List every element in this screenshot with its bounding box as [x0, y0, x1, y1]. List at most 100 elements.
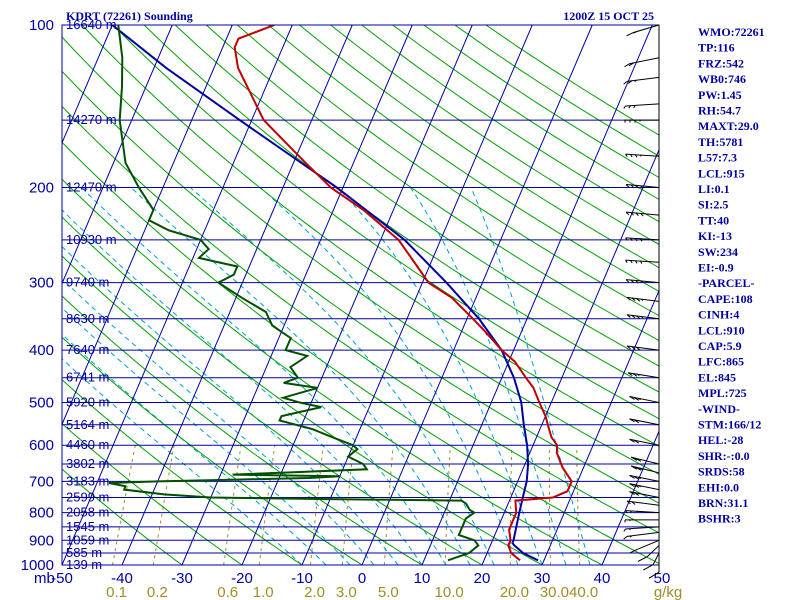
height-label: 10930 m — [66, 232, 117, 247]
isotherm-line — [62, 25, 113, 145]
wind-barb — [629, 483, 660, 491]
wind-barb — [623, 103, 660, 109]
index-text: SW:234 — [698, 245, 738, 259]
wind-barb — [626, 314, 660, 320]
mixing-ratio-label: 2.0 — [304, 584, 325, 600]
index-text: CAPE:108 — [698, 292, 753, 306]
wind-barb — [637, 545, 660, 562]
index-text: CAP:5.9 — [698, 339, 742, 353]
wind-barb — [629, 438, 660, 446]
wind-barb-half-flag — [629, 535, 633, 538]
isotherms — [62, 25, 659, 565]
moist-adiabat — [130, 187, 471, 565]
wind-barb-half-flag — [633, 31, 638, 34]
mixing-ratio-label: 5.0 — [378, 584, 399, 600]
wind-barb-staff — [636, 539, 660, 550]
wind-barb — [625, 237, 660, 242]
index-text: SRDS:58 — [698, 465, 745, 479]
wind-barb — [625, 153, 660, 158]
wind-barb-flag — [633, 419, 640, 424]
pressure-unit-label: mb — [34, 570, 55, 587]
wind-barb — [626, 500, 660, 506]
wind-barb — [625, 183, 660, 189]
height-label: 16640 m — [66, 17, 117, 32]
wind-barb-flag — [629, 396, 635, 400]
wind-barb-staff — [629, 57, 660, 65]
index-text: EHI:0.0 — [698, 480, 739, 494]
wind-barb — [623, 531, 660, 540]
wind-barb-flag — [633, 492, 640, 496]
wind-barb-flag — [640, 213, 644, 217]
height-label: 2599 m — [66, 490, 109, 505]
wind-barb-half-flag — [629, 528, 631, 531]
isotherm-line — [601, 430, 659, 565]
wind-barb-flag — [625, 279, 630, 283]
wind-barb-flag — [629, 491, 635, 495]
isotherm-line — [62, 25, 173, 285]
mixing-ratio-label: 0.1 — [106, 584, 127, 600]
wind-barb — [630, 456, 660, 465]
wind-barb-half-flag — [637, 397, 641, 401]
wind-barb-flag — [630, 184, 634, 188]
temperature-tick-label: -30 — [171, 570, 193, 587]
index-text: EL:845 — [698, 370, 736, 384]
wind-barb-staff — [647, 545, 660, 557]
height-label: 1059 m — [66, 532, 109, 547]
wind-barb — [629, 491, 660, 499]
wind-barb-staff — [625, 510, 660, 514]
temperature-tick-label: 30 — [534, 570, 551, 587]
wind-barb — [624, 57, 660, 68]
index-text: -WIND- — [698, 402, 740, 416]
wind-barb — [623, 76, 660, 85]
pressure-label: 300 — [29, 275, 54, 292]
wind-barb-flag — [630, 212, 634, 216]
moist-adiabat — [260, 187, 519, 565]
wind-barb-half-flag — [639, 467, 643, 471]
isotherm-line — [541, 289, 659, 565]
wind-barb-flag — [629, 474, 635, 479]
index-text: WMO:72261 — [698, 25, 765, 39]
height-label: 8630 m — [66, 311, 109, 326]
wind-barb-flag — [626, 500, 631, 505]
wind-barb-flag — [625, 153, 628, 158]
wind-barb — [629, 474, 660, 482]
wind-barb-flag — [625, 259, 628, 264]
wind-barb-flag — [633, 484, 640, 488]
index-text: LCL:910 — [698, 323, 745, 337]
temperature-tick-label: -40 — [111, 570, 133, 587]
wind-barb-staff — [625, 103, 660, 107]
wind-barb — [630, 465, 660, 474]
mixing-ratio-label: 0.2 — [147, 584, 168, 600]
wind-barb-flag — [634, 154, 638, 158]
wind-barb — [625, 279, 660, 284]
dewpoint-trace — [108, 25, 480, 562]
wind-barb-flag — [632, 373, 638, 377]
wind-barb-flag — [639, 260, 643, 264]
wind-barb-flag — [633, 396, 640, 401]
wind-barb-flag — [640, 185, 644, 189]
wind-barb-half-flag — [634, 79, 637, 82]
index-text: STM:166/12 — [698, 418, 761, 432]
height-label: 4460 m — [66, 437, 109, 452]
pressure-label: 500 — [29, 394, 54, 411]
wind-barb-flag — [630, 279, 634, 283]
temperature-tick-label: 40 — [594, 570, 611, 587]
isotherm-line — [301, 25, 533, 565]
mixing-ratio-label: 40.0 — [569, 584, 598, 600]
index-text: TP:116 — [698, 41, 735, 55]
index-text: EI:-0.9 — [698, 261, 734, 275]
wind-barb-flag — [635, 280, 639, 284]
moist-adiabat — [62, 307, 351, 565]
mixing-ratio-line — [383, 445, 394, 565]
wind-barb — [648, 560, 660, 579]
height-label: 3183 m — [66, 473, 109, 488]
wind-barb-flag — [635, 185, 639, 189]
isotherm-line — [421, 25, 653, 565]
wind-barb — [625, 211, 660, 217]
index-text: KI:-13 — [698, 229, 732, 243]
wind-barb-flag — [639, 238, 643, 242]
wind-barb-flag — [635, 466, 642, 471]
height-label: 5164 m — [66, 417, 109, 432]
